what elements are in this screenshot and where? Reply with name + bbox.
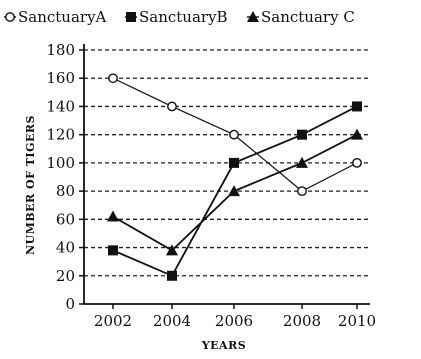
y-axis-title: NUMBER OF TIGERS [24, 115, 37, 255]
x-tick-label: 2010 [338, 312, 376, 330]
y-tick-label: 180 [46, 41, 75, 59]
gridlines [79, 49, 370, 305]
legend-marker [5, 12, 15, 22]
series-2 [108, 101, 362, 281]
data-point [167, 101, 177, 112]
x-tick-labels: 2002 2004 2006 2008 2010 [94, 304, 376, 330]
legend-label: SanctuaryB [139, 8, 228, 26]
data-point [352, 157, 362, 168]
y-tick-labels: 0 20 40 60 80 100 120 140 160 180 [46, 41, 75, 313]
y-tick-label: 160 [46, 69, 75, 87]
data-point [296, 156, 308, 168]
y-tick-label: 120 [46, 126, 75, 144]
axes [83, 44, 370, 305]
x-tick-label: 2004 [153, 312, 191, 330]
data-point [166, 244, 178, 256]
series-1 [108, 73, 362, 197]
data-point [229, 157, 239, 168]
legend-label: Sanctuary C [261, 8, 355, 26]
y-tick-label: 100 [46, 154, 75, 172]
y-tick-label: 0 [65, 295, 75, 313]
data-point [167, 270, 177, 281]
x-tick-label: 2006 [215, 312, 253, 330]
data-point [108, 73, 118, 84]
y-tick-label: 80 [56, 182, 75, 200]
data-point [297, 129, 307, 140]
legend-item: Sanctuary C [247, 8, 355, 26]
x-tick-label: 2002 [94, 312, 132, 330]
y-tick-label: 40 [56, 239, 75, 257]
data-point [351, 128, 363, 140]
legend-label: SanctuaryA [18, 8, 107, 26]
legend-marker [126, 12, 136, 22]
data-point [229, 129, 239, 140]
legend-item: SanctuaryA [4, 8, 107, 26]
data-point [297, 186, 307, 197]
data-point [108, 245, 118, 256]
y-tick-label: 140 [46, 97, 75, 115]
series-lines [107, 73, 363, 281]
legend: SanctuaryA SanctuaryB Sanctuary C [4, 8, 355, 26]
legend-item: SanctuaryB [125, 8, 228, 26]
series-3 [107, 128, 363, 256]
data-point [107, 210, 119, 222]
legend-marker [247, 11, 259, 22]
x-tick-label: 2008 [283, 312, 321, 330]
data-point [352, 101, 362, 112]
x-axis-title: YEARS [201, 339, 246, 352]
y-tick-label: 20 [56, 267, 75, 285]
y-tick-label: 60 [56, 210, 75, 228]
data-point [228, 185, 240, 197]
